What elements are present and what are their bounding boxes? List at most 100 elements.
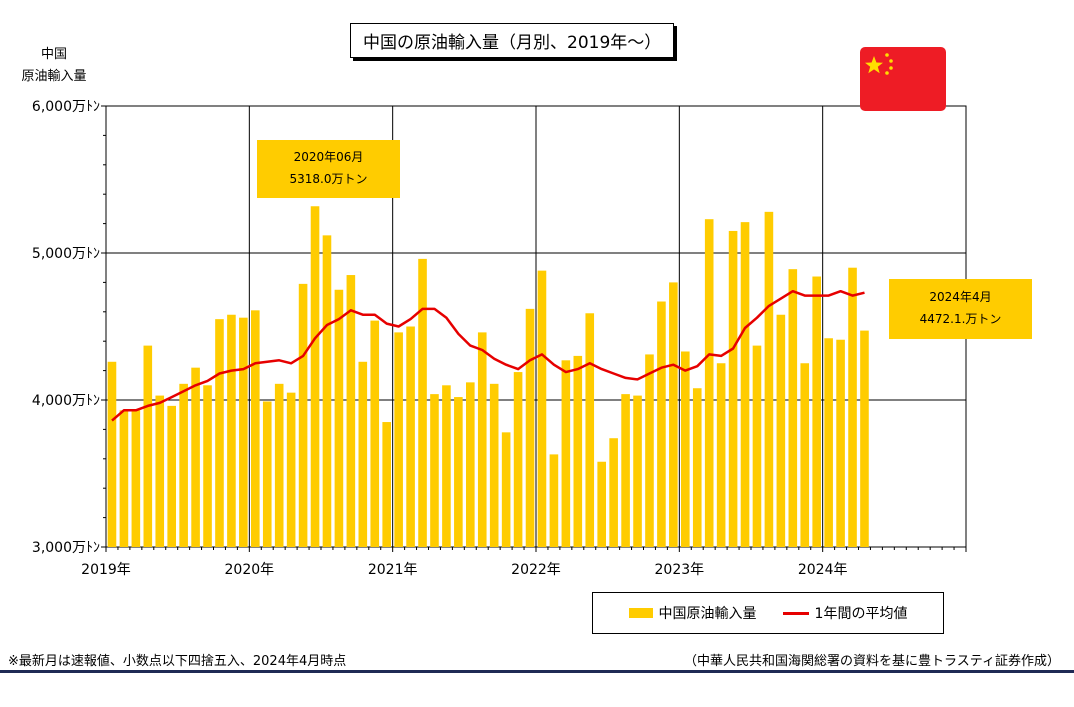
x-tick-label: 2023年 — [655, 562, 705, 578]
bar — [131, 410, 141, 547]
china-flag-icon — [860, 47, 946, 111]
bar — [442, 385, 451, 547]
bar — [322, 235, 332, 548]
bar — [513, 372, 523, 547]
bar — [143, 345, 153, 547]
bar — [657, 301, 666, 547]
bar — [537, 270, 547, 547]
bar — [740, 222, 750, 547]
bottom-divider — [0, 670, 1074, 673]
x-tick-label: 2019年 — [81, 562, 131, 578]
bar — [728, 230, 738, 547]
bar — [501, 432, 511, 547]
bar — [645, 354, 654, 547]
bar — [764, 211, 774, 547]
bar — [382, 422, 391, 547]
y-tick-label: 5,000万ﾄﾝ — [32, 246, 100, 262]
bar — [167, 405, 176, 547]
bar — [191, 367, 200, 547]
bar — [836, 339, 845, 547]
latest-callout: 2024年4月 4472.1.万トン — [889, 279, 1032, 339]
bar — [310, 206, 320, 547]
bar — [776, 314, 786, 547]
bar — [107, 361, 117, 547]
footnote: ※最新月は速報値、小数点以下四捨五入、2024年4月時点 — [8, 654, 347, 669]
average-line-series — [111, 289, 865, 422]
bar — [549, 454, 559, 547]
bar — [406, 326, 415, 547]
source-note: （中華人民共和国海関総署の資料を基に豊トラスティ証券作成） — [684, 654, 1060, 669]
bar — [800, 363, 810, 547]
bar — [334, 289, 344, 547]
bar — [418, 258, 427, 547]
bar-series — [107, 206, 869, 548]
x-tick-label: 2020年 — [225, 562, 275, 578]
x-tick-label: 2021年 — [368, 562, 418, 578]
y-axis-title: 中国 原油輸入量 — [8, 44, 100, 88]
bar — [358, 361, 368, 547]
bar — [274, 383, 284, 547]
bar — [525, 308, 535, 547]
bar — [681, 351, 690, 547]
x-tick-label: 2022年 — [511, 562, 561, 578]
legend-bar-label: 中国原油輸入量 — [658, 606, 757, 622]
average-line — [111, 289, 865, 422]
peak-callout-value: 5318.0万トン — [289, 172, 368, 186]
bar — [812, 276, 821, 547]
bar — [298, 283, 308, 547]
bar — [585, 313, 595, 547]
bar — [203, 385, 212, 547]
y-axis-ticks: 3,000万ﾄﾝ 4,000万ﾄﾝ 5,000万ﾄﾝ 6,000万ﾄﾝ — [32, 99, 106, 556]
bar — [561, 360, 571, 547]
bar — [597, 461, 606, 547]
bar — [669, 282, 678, 547]
bar — [716, 363, 726, 547]
bar — [692, 388, 702, 547]
bar — [633, 395, 642, 547]
legend-line-label: 1年間の平均値 — [814, 606, 908, 622]
bar — [239, 317, 248, 547]
bar — [489, 383, 499, 547]
latest-callout-value: 4472.1.万トン — [919, 312, 1002, 326]
bar — [752, 345, 762, 547]
bar — [621, 394, 630, 547]
bar — [609, 438, 618, 547]
bar — [370, 320, 380, 547]
bar — [155, 395, 165, 547]
bar — [227, 314, 236, 547]
y-axis-title-line-2: 原油輸入量 — [21, 69, 87, 84]
x-axis-ticks: 2019年 2020年 2021年 2022年 2023年 2024年 — [81, 547, 967, 578]
bar — [430, 394, 439, 547]
gridlines — [106, 106, 966, 547]
y-tick-label: 3,000万ﾄﾝ — [32, 540, 100, 556]
legend-bar-swatch — [628, 608, 653, 618]
legend-item-line: 1年間の平均値 — [782, 603, 908, 623]
bar — [860, 330, 869, 547]
bar — [454, 397, 463, 547]
bar — [251, 310, 260, 547]
peak-callout: 2020年06月 5318.0万トン — [257, 140, 400, 198]
bar — [215, 319, 224, 547]
bar — [262, 401, 272, 547]
bar — [848, 267, 857, 547]
bar — [573, 355, 583, 547]
latest-callout-date: 2024年4月 — [929, 290, 992, 304]
chart-title: 中国の原油輸入量（月別、2019年～） — [350, 23, 675, 58]
peak-callout-date: 2020年06月 — [293, 150, 364, 164]
x-tick-label: 2024年 — [798, 562, 848, 578]
bar — [346, 275, 356, 547]
bar — [119, 410, 129, 547]
legend-line-swatch — [782, 611, 809, 615]
y-tick-label: 4,000万ﾄﾝ — [32, 393, 100, 409]
bar — [788, 269, 798, 547]
chart-legend: 中国原油輸入量 1年間の平均値 — [592, 592, 944, 634]
bar — [824, 338, 833, 547]
bar — [704, 219, 714, 547]
y-tick-label: 6,000万ﾄﾝ — [32, 99, 100, 115]
legend-item-bars: 中国原油輸入量 — [628, 603, 757, 623]
bar — [286, 392, 296, 547]
bar — [394, 332, 403, 547]
bar — [179, 383, 188, 547]
bar — [477, 332, 487, 547]
